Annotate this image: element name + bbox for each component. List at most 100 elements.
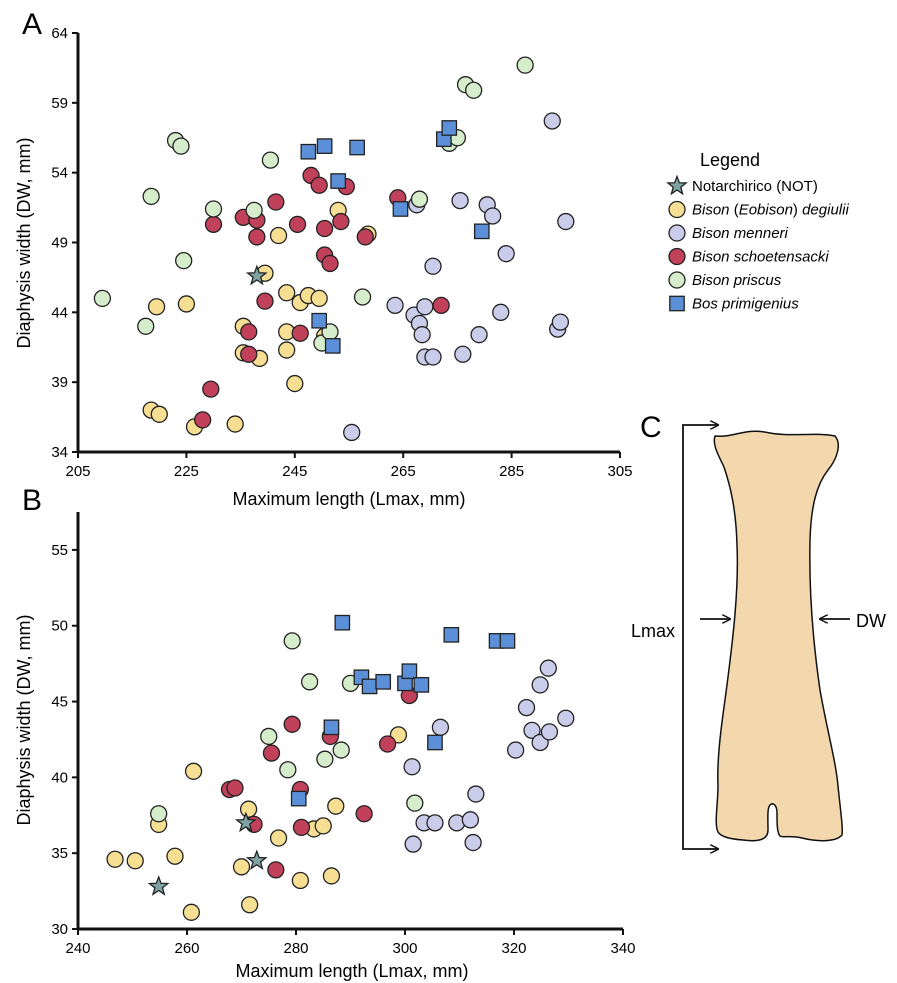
panel-b-y-tick-label: 30 — [51, 921, 68, 938]
point-deg — [269, 226, 288, 245]
point-bos — [375, 673, 392, 690]
point-men — [551, 313, 570, 331]
panel-a-y-ticks: 34 39 44 49 54 59 64 — [51, 25, 78, 461]
point-pri — [300, 673, 319, 691]
point-bos — [349, 139, 365, 156]
point-pri — [245, 201, 263, 220]
point-sch — [356, 228, 374, 246]
panel-b-x-tick-label: 340 — [610, 940, 635, 957]
point-bos — [427, 734, 443, 751]
point-men — [424, 348, 442, 366]
point-deg — [278, 341, 296, 359]
point-pri — [465, 81, 483, 99]
point-not — [147, 875, 170, 896]
point-deg — [147, 298, 166, 316]
panel-b-y-tick-label: 45 — [51, 694, 68, 711]
panel-a-scatter: 34 39 44 49 54 59 64 205 225 245 265 285 305 Maximu… — [14, 25, 633, 509]
panel-b-y-tick-label: 55 — [51, 542, 68, 559]
point-pri — [150, 805, 168, 823]
panel-a-y-tick-label: 44 — [51, 304, 68, 321]
point-sch — [355, 805, 373, 823]
point-sch — [291, 324, 309, 342]
point-sch — [378, 735, 397, 753]
point-sch — [283, 715, 301, 733]
point-sch — [432, 296, 450, 315]
point-men — [539, 659, 557, 677]
panel-a-y-tick-label: 49 — [51, 235, 68, 252]
panel-a-x-tick-label: 205 — [65, 463, 90, 480]
legend-label-men: Bison menneri — [692, 225, 789, 242]
point-men — [343, 423, 361, 442]
panel-a-points — [93, 56, 575, 442]
point-pri — [410, 190, 429, 208]
point-deg — [269, 829, 288, 847]
point-bos — [499, 633, 516, 649]
panel-a-x-tick-label: 245 — [282, 463, 307, 480]
point-sch — [248, 228, 266, 246]
point-bos — [392, 201, 409, 217]
panel-letter-a: A — [22, 8, 42, 41]
legend-label-deg: Bison (Eobison) degiulii — [692, 202, 849, 219]
panel-a-y-tick-label: 54 — [51, 165, 68, 182]
point-deg — [232, 858, 251, 876]
point-men — [416, 298, 434, 316]
point-sch — [194, 411, 212, 429]
point-sch — [267, 193, 285, 211]
point-pri — [516, 56, 534, 74]
point-pri — [175, 252, 193, 270]
legend-marker-men — [668, 224, 686, 242]
point-men — [517, 698, 536, 717]
point-men — [557, 709, 575, 727]
legend-title: Legend — [700, 150, 760, 170]
point-men — [413, 326, 431, 344]
point-deg — [182, 903, 201, 921]
point-deg — [278, 284, 296, 302]
panel-a-y-tick-label: 64 — [51, 25, 68, 42]
panel-b-x-axis-title: Maximum length (Lmax, mm) — [235, 961, 468, 981]
point-pri — [353, 288, 372, 306]
point-pri — [137, 317, 155, 335]
panel-a-y-tick-label: 34 — [51, 444, 68, 461]
legend-marker-deg — [668, 200, 686, 219]
point-pri — [172, 137, 190, 155]
legend-label-pri: Bison priscus — [692, 272, 782, 289]
point-deg — [166, 847, 184, 865]
legend-item-sch: Bison schoetensacki — [668, 247, 829, 266]
point-men — [543, 112, 561, 130]
point-sch — [226, 779, 244, 797]
legend: Legend Notarchirico (NOT) Bison (Eobison)… — [666, 150, 849, 313]
point-deg — [177, 295, 196, 313]
point-men — [403, 758, 421, 776]
legend-marker-pri — [668, 271, 686, 289]
point-men — [531, 676, 549, 694]
point-pri — [93, 289, 112, 308]
point-sch — [332, 212, 350, 231]
panel-b-x-tick-label: 260 — [174, 940, 199, 957]
point-not — [245, 849, 268, 870]
point-men — [424, 257, 442, 275]
point-bos — [473, 223, 490, 240]
point-pri — [279, 761, 297, 779]
point-pri — [406, 794, 424, 812]
lmax-bracket — [682, 424, 707, 850]
legend-item-bos: Bos primigenius — [669, 295, 799, 313]
point-pri — [204, 200, 223, 218]
point-pri — [260, 727, 278, 746]
point-men — [483, 207, 502, 225]
point-pri — [261, 151, 280, 169]
point-deg — [286, 374, 304, 393]
panel-b-points — [106, 614, 575, 921]
legend-marker-not — [666, 174, 688, 196]
panel-b-x-tick-label: 280 — [283, 940, 308, 957]
point-deg — [106, 850, 124, 868]
point-men — [506, 741, 525, 759]
point-men — [557, 212, 575, 231]
panel-a-y-tick-label: 39 — [51, 374, 68, 391]
point-men — [386, 296, 404, 315]
legend-marker-bos — [669, 295, 685, 312]
lmax-label: Lmax — [631, 621, 675, 641]
point-deg — [310, 289, 328, 308]
point-sch — [267, 861, 285, 879]
legend-marker-sch — [668, 247, 686, 266]
